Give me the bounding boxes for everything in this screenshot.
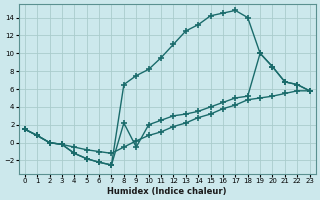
X-axis label: Humidex (Indice chaleur): Humidex (Indice chaleur) bbox=[108, 187, 227, 196]
